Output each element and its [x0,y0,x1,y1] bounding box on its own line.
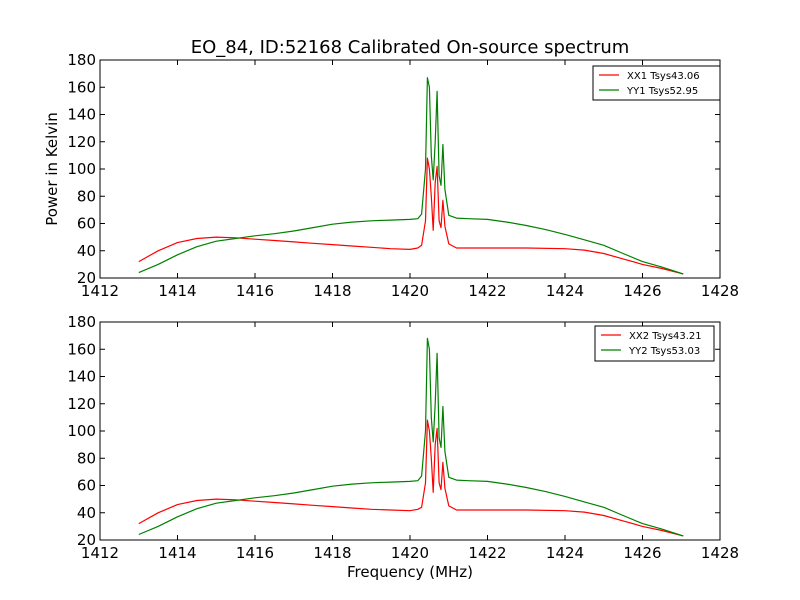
x-tick-label: 1412 [81,282,119,300]
subplot-2: 1412 1414 1416 1418 1420 1422 1424 1426 1428 20 40… [67,313,739,562]
legend-box [592,65,721,101]
y-tick-label: 180 [67,313,96,331]
subplot-panels: 1412 1414 1416 1418 1420 1422 1424 1426 1428 20 40… [67,51,739,562]
y-tick-label: 180 [67,51,96,69]
legend: XX1 Tsys43.06 YY1 Tsys52.95 [592,65,721,101]
legend-label: YY2 Tsys53.03 [628,346,700,357]
x-tick-label: 1426 [623,282,661,300]
series-line-xx1 [138,157,684,275]
series-line-yy1 [138,77,684,275]
y-tick-label: 100 [67,422,96,440]
legend: XX2 Tsys43.21 YY2 Tsys53.03 [594,325,715,362]
y-tick-label: 20 [77,269,96,287]
y-axis-label: Power in Kelvin [43,112,61,226]
y-tick-label: 80 [77,187,96,205]
x-tick-label: 1428 [701,544,739,562]
series-line-xx2 [138,419,684,537]
x-tick-label: 1420 [391,282,429,300]
y-tick-label: 120 [67,133,96,151]
series-line-yy2 [138,337,684,537]
y-tick-label: 120 [67,395,96,413]
x-tick-label: 1414 [158,544,196,562]
y-tick-label: 100 [67,160,96,178]
x-axis-label: Frequency (MHz) [347,563,473,581]
y-tick-label: 140 [67,106,96,124]
x-tick-label: 1416 [236,282,274,300]
x-tick-label: 1418 [313,544,351,562]
x-tick-label: 1424 [546,544,584,562]
y-tick-label: 40 [77,242,96,260]
x-tick-label: 1414 [158,282,196,300]
x-tick-label: 1420 [391,544,429,562]
y-tick-label: 160 [67,340,96,358]
y-tick-label: 140 [67,368,96,386]
y-tick-label: 60 [77,477,96,495]
x-tick-label: 1418 [313,282,351,300]
y-tick-label: 60 [77,215,96,233]
legend-box [594,325,715,362]
x-tick-label: 1412 [81,544,119,562]
y-tick-label: 40 [77,504,96,522]
x-tick-label: 1424 [546,282,584,300]
x-tick-label: 1422 [468,544,506,562]
y-tick-label: 20 [77,531,96,549]
legend-label: XX1 Tsys43.06 [627,71,700,82]
figure-title: EO_84, ID:52168 Calibrated On-source spe… [191,37,630,58]
y-tick-label: 160 [67,78,96,96]
x-tick-label: 1426 [623,544,661,562]
x-tick-label: 1422 [468,282,506,300]
x-tick-label: 1428 [701,282,739,300]
legend-label: XX2 Tsys43.21 [629,331,702,342]
x-tick-label: 1416 [236,544,274,562]
legend-label: YY1 Tsys52.95 [626,86,698,97]
subplot-1: 1412 1414 1416 1418 1420 1422 1424 1426 1428 20 40… [67,51,739,300]
y-tick-label: 80 [77,449,96,467]
